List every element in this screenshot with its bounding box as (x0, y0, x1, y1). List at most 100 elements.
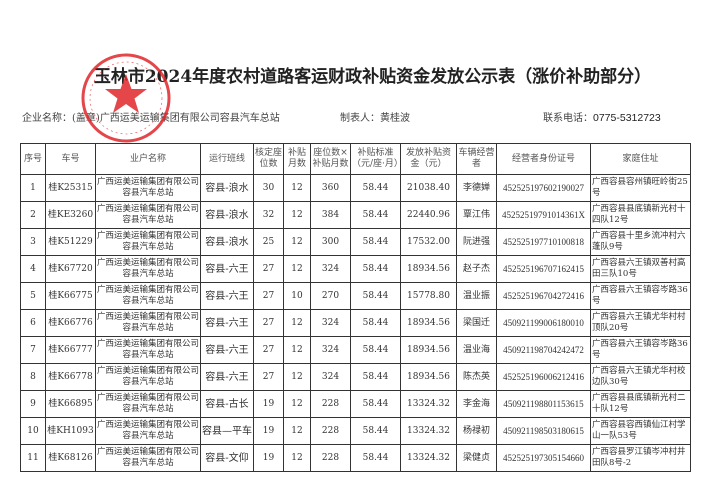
table-row: 3 桂K51229 广西运美运输集团有限公司容县汽车总站 容县-浪水 25 12 300 58… (20, 228, 691, 256)
phone-number: 0775-5312723 (593, 112, 661, 124)
cell-months: 12 (283, 309, 311, 337)
table-header-row: 序号 车号 业户名称 运行班线 核定座位数 补贴月数 座位数×补贴月数 补贴标准（元/座·月）… (20, 143, 691, 175)
cell-seat-months: 384 (310, 201, 351, 229)
cell-seat-months: 228 (310, 444, 351, 472)
cell-company: 广西运美运输集团有限公司容县汽车总站 (95, 363, 201, 391)
cell-seq: 8 (20, 363, 46, 391)
cell-seats: 27 (253, 336, 284, 364)
cell-seat-months: 324 (310, 363, 351, 391)
cell-address: 广西容县县底镇新光村十四队12号 (590, 201, 691, 229)
column-header: 车号 (45, 143, 96, 175)
cell-plate: 桂K67720 (45, 255, 96, 283)
cell-operator: 温业海 (456, 336, 497, 364)
table-row: 2 桂KE3260 广西运美运输集团有限公司容县汽车总站 容县-浪水 32 12 384 58… (20, 201, 691, 229)
cell-months: 12 (283, 390, 311, 418)
cell-operator: 李德婵 (456, 174, 497, 202)
cell-amount: 13324.32 (400, 417, 457, 445)
cell-plate: 桂K25315 (45, 174, 96, 202)
cell-seat-months: 324 (310, 336, 351, 364)
cell-id-number: 452525196707162415 (496, 255, 591, 283)
cell-amount: 13324.32 (400, 444, 457, 472)
cell-company: 广西运美运输集团有限公司容县汽车总站 (95, 309, 201, 337)
document-title: 玉林市2024年度农村道路客运财政补贴资金发放公示表（涨价补助部分） (93, 67, 652, 87)
cell-amount: 18934.56 (400, 363, 457, 391)
cell-id-number: 450921198801153615 (496, 390, 591, 418)
cell-seat-months: 324 (310, 255, 351, 283)
cell-route: 容县-文仰 (200, 444, 254, 472)
cell-seats: 30 (253, 174, 284, 202)
cell-seats: 19 (253, 390, 284, 418)
table-row: 11 桂K68126 广西运美运输集团有限公司容县汽车总站 容县-文仰 19 12 228 5… (20, 444, 691, 472)
cell-seats: 27 (253, 309, 284, 337)
cell-amount: 18934.56 (400, 336, 457, 364)
cell-company: 广西运美运输集团有限公司容县汽车总站 (95, 201, 201, 229)
table-row: 4 桂K67720 广西运美运输集团有限公司容县汽车总站 容县-六王 27 12 324 58… (20, 255, 691, 283)
cell-seat-months: 228 (310, 417, 351, 445)
cell-seats: 27 (253, 363, 284, 391)
cell-months: 12 (283, 363, 311, 391)
enterprise-line: 企业名称：(盖章)广西运美运输集团有限公司容县汽车总站 (22, 109, 280, 124)
cell-months: 12 (283, 201, 311, 229)
table-row: 10 桂KH1093 广西运美运输集团有限公司容县汽车总站 容县—平车 19 12 228 5… (20, 417, 691, 445)
column-header: 核定座位数 (253, 143, 284, 175)
column-header: 车辆经营者 (456, 143, 497, 175)
cell-amount: 18934.56 (400, 309, 457, 337)
subsidy-table: 序号 车号 业户名称 运行班线 核定座位数 补贴月数 座位数×补贴月数 补贴标准（元/座·月）… (20, 143, 691, 472)
cell-id-number: 450921199006180010 (496, 309, 591, 337)
table-row: 9 桂K66895 广西运美运输集团有限公司容县汽车总站 容县-古长 19 12 228 58… (20, 390, 691, 418)
cell-route: 容县-六王 (200, 309, 254, 337)
cell-route: 容县—平车 (200, 417, 254, 445)
cell-seq: 6 (20, 309, 46, 337)
cell-seat-months: 228 (310, 390, 351, 418)
cell-standard: 58.44 (350, 282, 401, 310)
enterprise-label: 企业名称：(盖章) (22, 113, 100, 124)
cell-company: 广西运美运输集团有限公司容县汽车总站 (95, 174, 201, 202)
cell-plate: 桂K66778 (45, 363, 96, 391)
cell-seq: 1 (20, 174, 46, 202)
cell-operator: 陈杰英 (456, 363, 497, 391)
cell-standard: 58.44 (350, 444, 401, 472)
cell-id-number: 45252519791014361X (496, 201, 591, 229)
cell-seats: 27 (253, 282, 284, 310)
cell-route: 容县-浪水 (200, 201, 254, 229)
cell-standard: 58.44 (350, 390, 401, 418)
table-row: 1 桂K25315 广西运美运输集团有限公司容县汽车总站 容县-浪水 30 12 360 58… (20, 174, 691, 202)
cell-route: 容县-六王 (200, 255, 254, 283)
cell-operator: 杨禄初 (456, 417, 497, 445)
cell-company: 广西运美运输集团有限公司容县汽车总站 (95, 444, 201, 472)
cell-id-number: 452525196006212416 (496, 363, 591, 391)
cell-company: 广西运美运输集团有限公司容县汽车总站 (95, 336, 201, 364)
cell-seq: 7 (20, 336, 46, 364)
cell-seq: 2 (20, 201, 46, 229)
cell-amount: 15778.80 (400, 282, 457, 310)
column-header: 补贴月数 (283, 143, 311, 175)
phone-line: 联系电话：0775-5312723 (543, 109, 661, 124)
cell-months: 12 (283, 417, 311, 445)
cell-company: 广西运美运输集团有限公司容县汽车总站 (95, 228, 201, 256)
cell-seat-months: 300 (310, 228, 351, 256)
cell-route: 容县-古长 (200, 390, 254, 418)
cell-address: 广西容县六王镇容岑路36号 (590, 282, 691, 310)
column-header: 经营者身份证号 (496, 143, 591, 175)
cell-seq: 3 (20, 228, 46, 256)
cell-seats: 19 (253, 444, 284, 472)
cell-address: 广西容县容西镇仙江村学山一队53号 (590, 417, 691, 445)
cell-plate: 桂K66776 (45, 309, 96, 337)
cell-standard: 58.44 (350, 174, 401, 202)
cell-seats: 32 (253, 201, 284, 229)
cell-standard: 58.44 (350, 201, 401, 229)
cell-address: 广西容县十里乡流冲村六蓬队9号 (590, 228, 691, 256)
cell-plate: 桂K68126 (45, 444, 96, 472)
cell-standard: 58.44 (350, 228, 401, 256)
cell-plate: 桂KE3260 (45, 201, 96, 229)
cell-months: 12 (283, 174, 311, 202)
cell-route: 容县-浪水 (200, 228, 254, 256)
table-row: 6 桂K66776 广西运美运输集团有限公司容县汽车总站 容县-六王 27 12 324 58… (20, 309, 691, 337)
cell-operator: 赵子杰 (456, 255, 497, 283)
cell-address: 广西容县县底镇新光村二十队12号 (590, 390, 691, 418)
column-header: 座位数×补贴月数 (310, 143, 351, 175)
table-row: 5 桂K66775 广西运美运输集团有限公司容县汽车总站 容县-六王 27 10 270 58… (20, 282, 691, 310)
cell-address: 广西容县六王镇尤华村村顶队20号 (590, 309, 691, 337)
cell-amount: 18934.56 (400, 255, 457, 283)
cell-plate: 桂K66895 (45, 390, 96, 418)
